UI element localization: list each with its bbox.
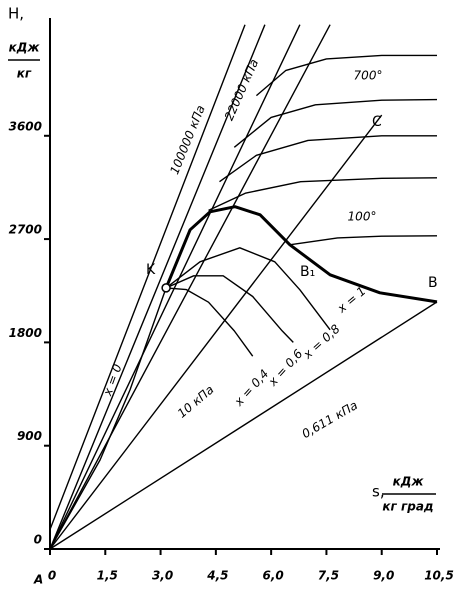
curve-label: 22000 кПа [222, 57, 261, 123]
x-tick-label: 4,5 [206, 569, 228, 583]
y-tick-label: 2700 [9, 223, 42, 237]
curve [49, 114, 383, 550]
curve-label: x = 0,6 [265, 346, 306, 389]
curve [49, 24, 246, 530]
curve-label: 10 кПа [175, 383, 217, 421]
curve [255, 54, 437, 97]
curve [219, 135, 437, 183]
y-tick-label: 1800 [9, 326, 42, 340]
x-unit-bottom: кг град [382, 500, 433, 514]
x-tick-label: 6,0 [263, 569, 284, 583]
curve-label: x = 0,4 [231, 367, 271, 410]
origin-label: A [33, 573, 43, 587]
curve-label: x = 1 [334, 284, 369, 316]
y-tick-label: 900 [17, 429, 42, 443]
y-unit-top: кДж [9, 41, 41, 55]
point-label: B₁ [300, 264, 315, 280]
x-tick-label: 10,5 [424, 569, 454, 583]
x-tick-label: 7,5 [318, 569, 339, 583]
y-unit-bottom: кг [17, 67, 32, 81]
curve [166, 287, 254, 357]
curve [49, 287, 167, 550]
point-label: K [146, 262, 156, 278]
x-unit-top: кДж [393, 475, 425, 489]
curve [165, 275, 294, 343]
x-tick-label: 9,0 [373, 569, 394, 583]
x-tick-label: 3,0 [152, 569, 173, 583]
curve [164, 205, 438, 304]
curve [165, 247, 331, 331]
curve-label: 0,611 кПа [299, 398, 360, 441]
curve-label: 100000 кПа [167, 103, 207, 176]
curve-label: 100° [348, 210, 377, 224]
curve-label: x = 0,8 [300, 322, 343, 363]
curve [49, 301, 438, 550]
y-tick-label: 0 [34, 533, 42, 547]
y-axis-label: H, [8, 5, 24, 23]
curve [49, 24, 331, 550]
curve [289, 235, 438, 246]
curve [208, 177, 438, 212]
curve-label: 700° [354, 69, 383, 83]
point-label: C [372, 114, 382, 130]
x-tick-label: 1,5 [97, 569, 118, 583]
critical-point [161, 283, 171, 293]
point-label: B [428, 275, 438, 291]
curve [49, 24, 266, 550]
x-axis-label: s, [372, 483, 385, 501]
x-tick-label: 0 [48, 569, 56, 583]
y-tick-label: 3600 [9, 119, 42, 133]
curve [233, 98, 438, 148]
curve [49, 24, 301, 550]
